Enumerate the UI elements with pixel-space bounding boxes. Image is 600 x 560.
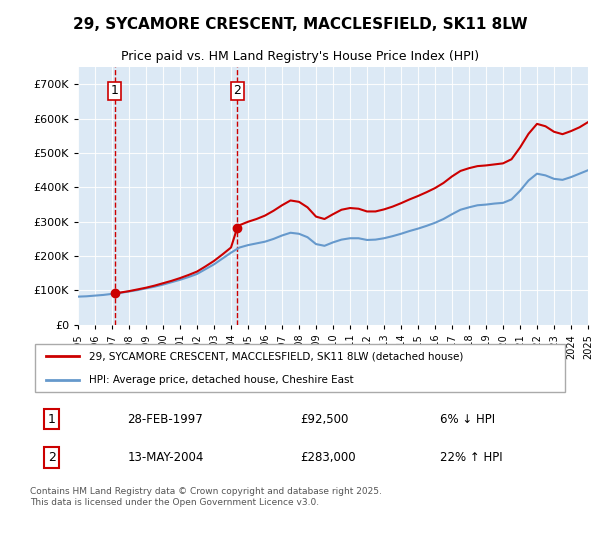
Text: Contains HM Land Registry data © Crown copyright and database right 2025.
This d: Contains HM Land Registry data © Crown c… (30, 487, 382, 507)
Text: 29, SYCAMORE CRESCENT, MACCLESFIELD, SK11 8LW: 29, SYCAMORE CRESCENT, MACCLESFIELD, SK1… (73, 17, 527, 32)
Text: 22% ↑ HPI: 22% ↑ HPI (440, 451, 503, 464)
Text: 1: 1 (110, 85, 118, 97)
Text: £92,500: £92,500 (300, 413, 349, 426)
FancyBboxPatch shape (35, 344, 565, 392)
Text: Price paid vs. HM Land Registry's House Price Index (HPI): Price paid vs. HM Land Registry's House … (121, 50, 479, 63)
Text: 13-MAY-2004: 13-MAY-2004 (127, 451, 203, 464)
Text: 2: 2 (233, 85, 241, 97)
Text: HPI: Average price, detached house, Cheshire East: HPI: Average price, detached house, Ches… (89, 375, 354, 385)
Text: 2: 2 (47, 451, 56, 464)
Text: £283,000: £283,000 (300, 451, 356, 464)
Text: 28-FEB-1997: 28-FEB-1997 (127, 413, 203, 426)
Text: 29, SYCAMORE CRESCENT, MACCLESFIELD, SK11 8LW (detached house): 29, SYCAMORE CRESCENT, MACCLESFIELD, SK1… (89, 352, 464, 362)
Text: 1: 1 (47, 413, 56, 426)
Text: 6% ↓ HPI: 6% ↓ HPI (440, 413, 496, 426)
